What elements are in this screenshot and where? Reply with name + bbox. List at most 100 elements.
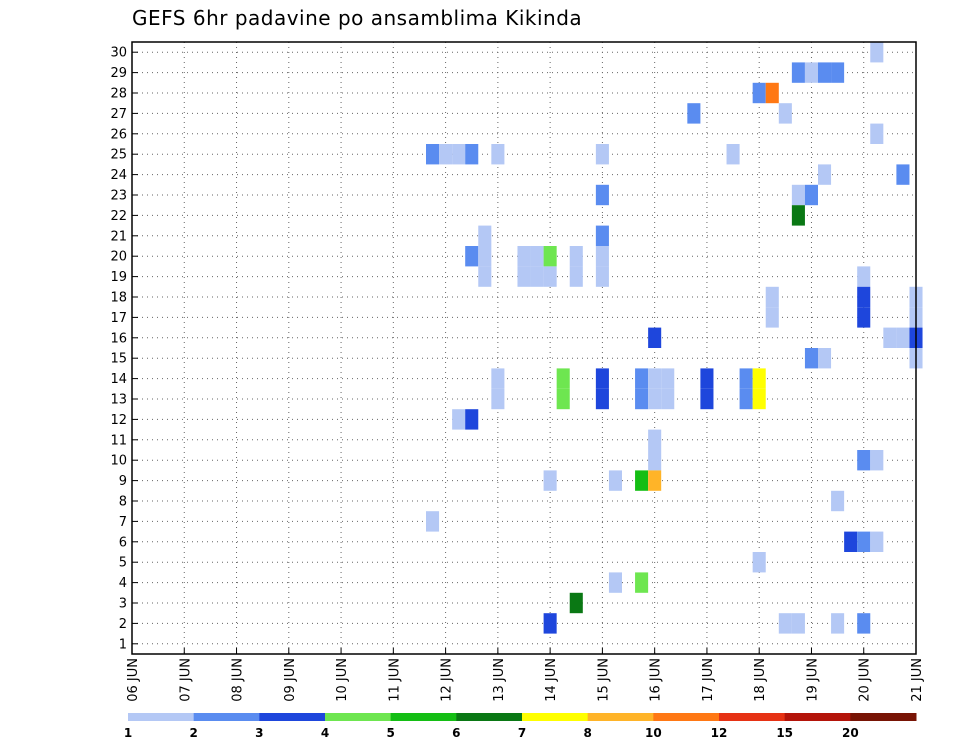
colorbar-label: 10 (645, 726, 662, 740)
precip-cell (870, 42, 884, 63)
precip-cell (648, 327, 662, 348)
precip-cell (491, 388, 505, 410)
precip-cell (883, 327, 897, 348)
y-tick-label: 13 (110, 393, 127, 408)
precip-cell (804, 184, 818, 206)
y-tick-label: 26 (110, 127, 127, 142)
precip-cell (831, 613, 845, 634)
precip-cell (635, 368, 649, 389)
precip-cell (831, 490, 845, 512)
precip-cell (491, 368, 505, 389)
precip-cell (700, 388, 714, 410)
colorbar-segment (587, 713, 654, 721)
precip-cell (726, 144, 740, 165)
precip-cell (478, 246, 492, 267)
precip-cell (661, 388, 675, 410)
colorbar-label: 2 (189, 726, 197, 740)
colorbar-label: 5 (386, 726, 394, 740)
precip-cell (752, 552, 766, 573)
precip-cell (857, 531, 871, 552)
y-tick-label: 28 (110, 87, 127, 102)
x-tick-label: 07 JUN (178, 658, 193, 702)
y-tick-label: 12 (110, 413, 127, 428)
precip-cell (465, 409, 479, 430)
x-tick-label: 11 JUN (387, 658, 402, 702)
y-tick-label: 16 (110, 331, 127, 346)
precip-cell (556, 368, 570, 389)
precip-cell (517, 246, 531, 267)
precip-cell (791, 205, 805, 226)
precip-cell (752, 82, 766, 104)
precip-cell (595, 388, 609, 410)
precip-cell (896, 327, 910, 348)
precip-cells (426, 42, 923, 634)
precip-cell (569, 266, 583, 287)
y-tick-label: 6 (119, 535, 127, 550)
precip-cell (831, 62, 845, 83)
y-axis-ticks: 1234567891011121314151617181920212223242… (110, 46, 138, 652)
x-tick-label: 21 JUN (910, 658, 925, 702)
precip-cell (608, 470, 622, 491)
precip-cell (791, 184, 805, 206)
precip-cell (687, 103, 701, 124)
precip-cell (857, 307, 871, 328)
precip-cell (595, 144, 609, 165)
y-tick-label: 7 (119, 515, 127, 530)
precip-cell (739, 388, 753, 410)
precip-cell (804, 62, 818, 83)
y-tick-label: 2 (119, 617, 127, 632)
precip-cell (791, 62, 805, 83)
colorbar-label: 3 (255, 726, 263, 740)
precip-cell (543, 613, 557, 634)
precip-cell (700, 368, 714, 389)
precip-cell (556, 388, 570, 410)
colorbar-segment (193, 713, 260, 721)
x-tick-label: 20 JUN (858, 658, 873, 702)
precip-cell (870, 123, 884, 144)
plot-frame (131, 41, 917, 655)
colorbar-segment (128, 713, 195, 721)
colorbar-segment (456, 713, 523, 721)
y-tick-label: 8 (119, 495, 127, 510)
x-tick-label: 13 JUN (492, 658, 507, 702)
precip-cell (844, 531, 858, 552)
precip-cell (752, 368, 766, 389)
colorbar-label: 1 (124, 726, 132, 740)
y-tick-label: 10 (110, 454, 127, 469)
y-tick-label: 14 (110, 372, 127, 387)
y-tick-label: 18 (110, 291, 127, 306)
precip-cell (569, 246, 583, 267)
precip-cell (818, 164, 832, 185)
precip-cell (648, 368, 662, 389)
precip-cell (595, 368, 609, 389)
precip-cell (857, 286, 871, 308)
x-tick-label: 08 JUN (231, 658, 246, 702)
colorbar-segment (653, 713, 720, 721)
y-tick-label: 21 (110, 229, 127, 244)
colorbar-label: 4 (321, 726, 329, 740)
precip-cell (569, 592, 583, 614)
x-tick-label: 09 JUN (283, 658, 298, 702)
y-tick-label: 25 (110, 148, 127, 163)
y-tick-label: 5 (119, 556, 127, 571)
colorbar-segment (325, 713, 392, 721)
precip-cell (648, 388, 662, 410)
colorbar-segment (522, 713, 589, 721)
precip-cell (765, 307, 779, 328)
y-tick-label: 24 (110, 168, 127, 183)
colorbar: 1 2 3 4 5 6 7 8 10 12 15 20 (124, 713, 917, 740)
y-tick-label: 11 (110, 433, 127, 448)
y-tick-label: 27 (110, 107, 127, 122)
precip-cell (818, 348, 832, 369)
y-tick-label: 4 (119, 576, 127, 591)
x-tick-label: 17 JUN (701, 658, 716, 702)
y-tick-label: 15 (110, 352, 127, 367)
precip-cell (778, 103, 792, 124)
colorbar-label: 8 (583, 726, 591, 740)
y-tick-label: 30 (110, 46, 127, 61)
colorbar-segment (390, 713, 457, 721)
precip-cell (465, 144, 479, 165)
precip-cell (791, 613, 805, 634)
precip-cell (543, 266, 557, 287)
precip-cell (648, 429, 662, 450)
